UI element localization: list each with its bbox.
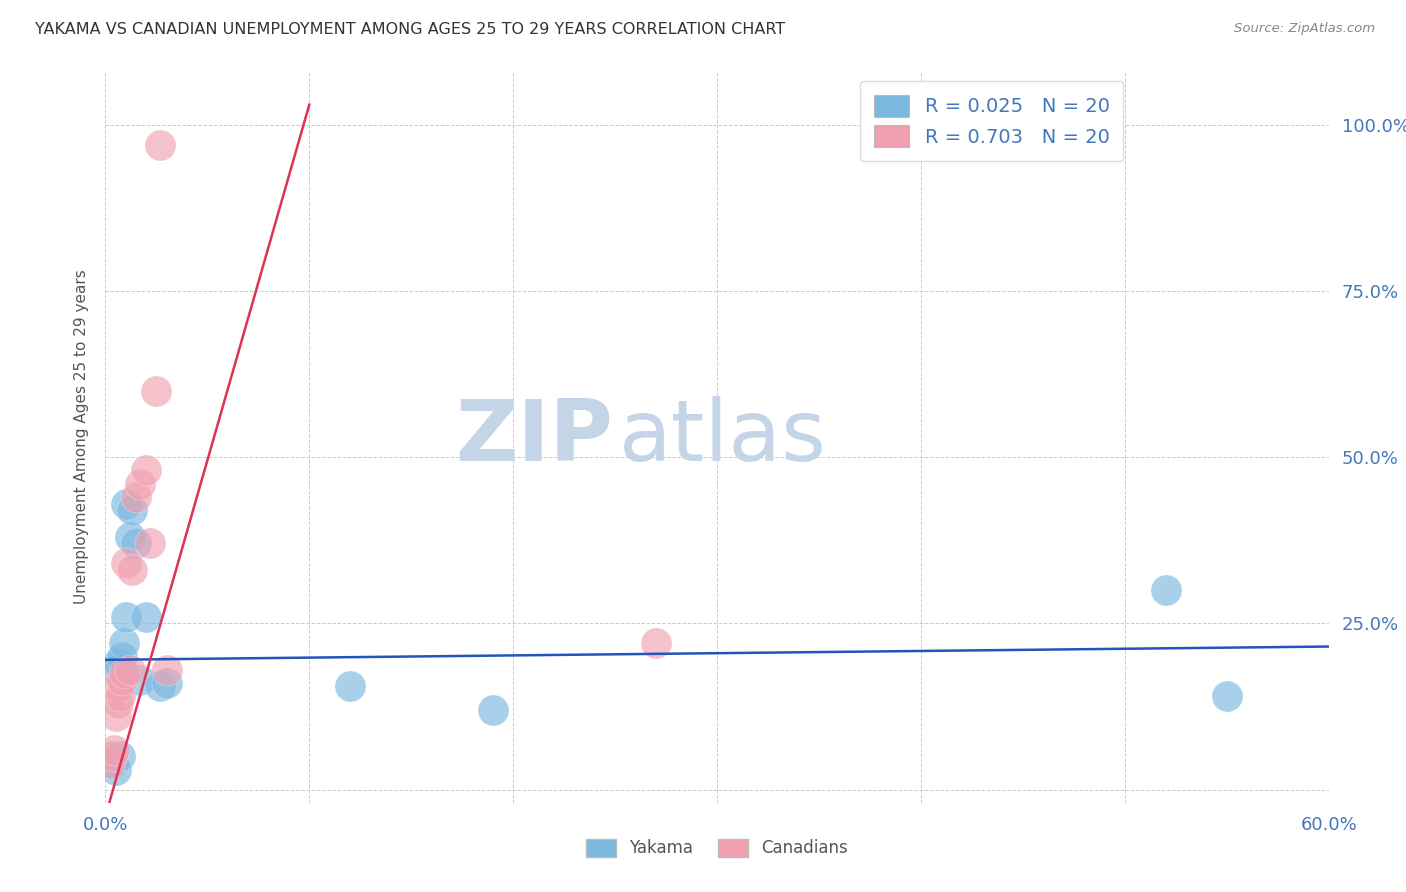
Point <box>104 663 127 677</box>
Point <box>139 536 162 550</box>
Point <box>107 680 129 694</box>
Point <box>149 137 172 152</box>
Point <box>155 663 177 677</box>
Text: atlas: atlas <box>619 395 827 479</box>
Point <box>129 476 152 491</box>
Point <box>111 649 134 664</box>
Point <box>115 609 138 624</box>
Point <box>118 663 141 677</box>
Point <box>103 742 125 756</box>
Point <box>107 696 129 710</box>
Text: Source: ZipAtlas.com: Source: ZipAtlas.com <box>1234 22 1375 36</box>
Point <box>104 763 127 777</box>
Point <box>339 680 361 694</box>
Point <box>112 636 135 650</box>
Point <box>100 756 122 770</box>
Point <box>644 636 668 650</box>
Point <box>135 463 157 477</box>
Point <box>115 497 138 511</box>
Y-axis label: Unemployment Among Ages 25 to 29 years: Unemployment Among Ages 25 to 29 years <box>73 269 89 605</box>
Point <box>100 749 122 764</box>
Point <box>125 536 148 550</box>
Point <box>481 703 503 717</box>
Point <box>108 690 131 704</box>
Point <box>111 673 134 687</box>
Point <box>121 503 143 517</box>
Text: ZIP: ZIP <box>456 395 613 479</box>
Point <box>1216 690 1239 704</box>
Point <box>129 673 152 687</box>
Point <box>104 709 127 723</box>
Legend: Yakama, Canadians: Yakama, Canadians <box>579 832 855 864</box>
Point <box>125 490 148 504</box>
Point <box>1154 582 1177 597</box>
Point <box>155 676 177 690</box>
Point <box>112 666 135 681</box>
Point <box>118 530 141 544</box>
Point <box>121 563 143 577</box>
Point <box>145 384 167 398</box>
Point <box>98 756 121 770</box>
Point <box>107 656 129 670</box>
Point <box>135 609 157 624</box>
Point <box>108 749 131 764</box>
Text: YAKAMA VS CANADIAN UNEMPLOYMENT AMONG AGES 25 TO 29 YEARS CORRELATION CHART: YAKAMA VS CANADIAN UNEMPLOYMENT AMONG AG… <box>35 22 786 37</box>
Point <box>115 557 138 571</box>
Point <box>149 680 172 694</box>
